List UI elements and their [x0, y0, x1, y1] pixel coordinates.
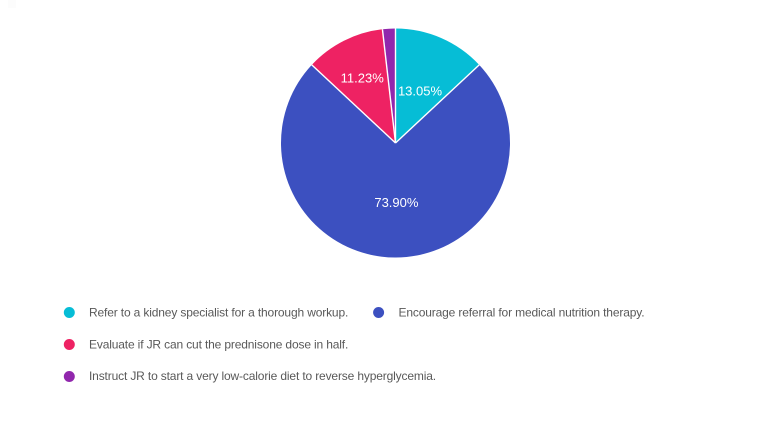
- svg-text:Instruct JR to start a very lo: Instruct JR to start a very low-calorie …: [89, 369, 436, 383]
- svg-text:11.23%: 11.23%: [341, 71, 385, 86]
- svg-text:Refer to a kidney specialist f: Refer to a kidney specialist for a thoro…: [89, 306, 348, 320]
- svg-text:Encourage referral for medical: Encourage referral for medical nutrition…: [399, 306, 645, 320]
- svg-text:13.05%: 13.05%: [398, 84, 443, 99]
- svg-text:Evaluate if JR can cut the pre: Evaluate if JR can cut the prednisone do…: [89, 338, 348, 352]
- svg-text:73.90%: 73.90%: [374, 195, 419, 210]
